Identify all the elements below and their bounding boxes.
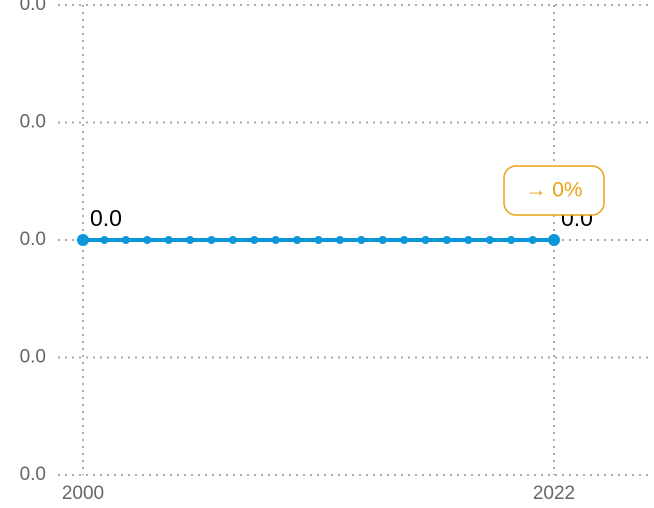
point	[207, 236, 216, 244]
point	[250, 236, 259, 244]
point	[186, 236, 195, 244]
y-tick-label: 0.0	[20, 112, 46, 133]
point	[357, 236, 366, 244]
point	[293, 236, 302, 244]
point	[271, 236, 280, 244]
point	[464, 236, 473, 244]
annotation: → 0%	[525, 179, 582, 202]
x-tick-label: 2022	[533, 483, 575, 504]
annotation-box	[503, 165, 605, 216]
point	[228, 236, 237, 244]
point	[143, 236, 152, 244]
y-tick-label: 0.0	[20, 347, 46, 368]
point	[100, 236, 109, 244]
point	[335, 236, 344, 244]
point	[314, 236, 323, 244]
point	[378, 236, 387, 244]
point	[121, 236, 130, 244]
y-tick-label: 0.0	[20, 464, 46, 485]
point	[548, 234, 560, 246]
point	[507, 236, 516, 244]
x-tick-label: 2000	[62, 483, 104, 504]
point	[485, 236, 494, 244]
point	[528, 236, 537, 244]
data-label: 0.0	[90, 205, 122, 231]
point	[77, 234, 89, 246]
y-tick-label: 0.0	[20, 0, 46, 15]
point	[442, 236, 451, 244]
point	[400, 236, 409, 244]
point	[164, 236, 173, 244]
point	[421, 236, 430, 244]
y-tick-label: 0.0	[20, 229, 46, 250]
